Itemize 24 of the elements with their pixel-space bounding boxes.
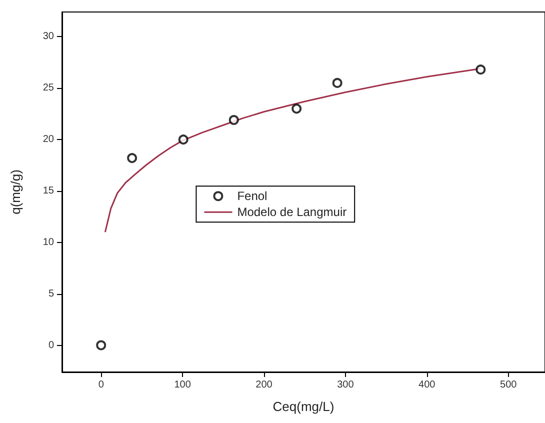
- x-tick-label: 500: [500, 380, 518, 390]
- point: [96, 340, 106, 350]
- x-axis-title: Ceq(mg/L): [272, 399, 334, 414]
- point: [476, 64, 486, 75]
- point: [178, 134, 188, 145]
- y-tick-label: 5: [48, 288, 54, 300]
- x-tick-label: 0: [98, 380, 104, 390]
- point: [127, 153, 138, 164]
- point: [332, 78, 342, 88]
- y-tick-label: 0: [48, 340, 54, 351]
- y-tick-label: 10: [42, 236, 54, 248]
- y-tick-label: 25: [42, 82, 54, 94]
- point: [228, 115, 239, 125]
- y-axis-title: q(mg/g): [8, 170, 23, 214]
- y-tick-label: 30: [42, 31, 54, 42]
- point: [292, 104, 302, 114]
- x-tick-label: 100: [174, 380, 192, 390]
- y-tick-label: 15: [42, 185, 54, 196]
- legend-label: Modelo de Langmuir: [237, 205, 347, 220]
- x-tick-label: 300: [337, 380, 354, 390]
- x-tick-label: 400: [418, 380, 436, 390]
- legend-label: Fenol: [237, 189, 268, 204]
- x-tick-label: 200: [256, 380, 273, 390]
- y-tick-label: 20: [42, 134, 54, 146]
